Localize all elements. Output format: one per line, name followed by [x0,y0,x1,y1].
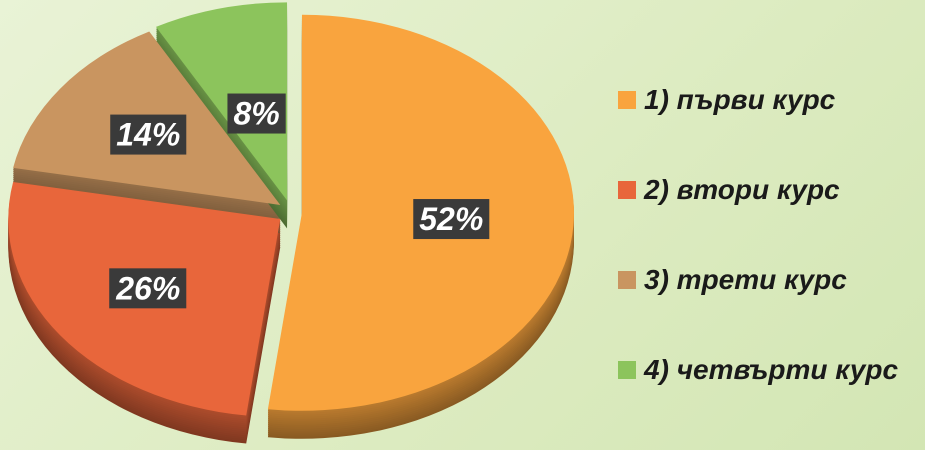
legend-label: 1) първи курс [644,84,836,115]
legend-item: 1) първи курс [618,84,908,174]
data-label-box [109,268,187,309]
data-label: 26% [109,268,187,309]
data-label: 8% [227,93,286,134]
data-label-box [227,93,286,134]
legend-swatch [618,181,636,199]
legend-label: 4) четвърти курс [644,354,899,385]
legend-label: 2) втори курс [644,174,840,205]
data-label: 14% [110,114,187,155]
legend-item: 3) трети курс [618,264,908,354]
data-label-text: 14% [116,117,180,153]
data-label: 52% [413,199,490,240]
legend-swatch [618,91,636,109]
data-label-text: 26% [115,270,180,306]
data-label-box [413,199,490,240]
legend: 1) първи курс 2) втори курс 3) трети курс 4… [618,84,908,444]
slice [155,2,288,201]
data-label-text: 52% [419,201,483,237]
legend-label: 3) трети курс [644,264,847,295]
data-label-box [110,114,187,155]
legend-item: 4) четвърти курс [618,354,908,444]
legend-item: 2) втори курс [618,174,908,264]
legend-swatch [618,271,636,289]
legend-swatch [618,361,636,379]
data-label-text: 8% [233,96,279,132]
